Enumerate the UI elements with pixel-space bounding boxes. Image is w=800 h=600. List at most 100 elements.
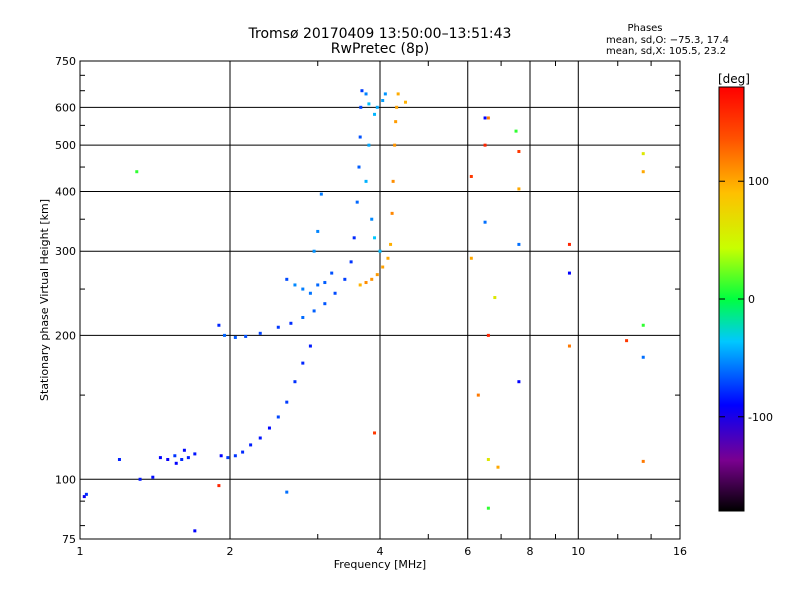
data-point (217, 484, 221, 488)
x-tick-label: 1 (77, 545, 84, 558)
y-tick-label: 100 (55, 473, 76, 486)
data-point (567, 344, 571, 348)
x-tick-label: 8 (527, 545, 534, 558)
chart-title: Tromsø 20170409 13:50:00–13:51:43 (248, 26, 512, 42)
x-tick-label: 2 (227, 545, 234, 558)
data-point (641, 355, 645, 359)
data-point (258, 436, 262, 440)
data-point (567, 271, 571, 275)
x-axis-label: Frequency [MHz] (334, 558, 426, 571)
data-point (358, 283, 362, 287)
data-point (174, 461, 178, 465)
data-point (82, 495, 86, 499)
data-point (403, 100, 407, 104)
data-point (316, 229, 320, 233)
data-point (367, 143, 371, 147)
data-point (483, 143, 487, 147)
data-point (486, 116, 490, 120)
data-points (82, 89, 645, 533)
y-tick-label: 600 (55, 101, 76, 114)
data-point (293, 283, 297, 287)
data-point (308, 291, 312, 295)
data-point (514, 129, 518, 133)
y-axis-label: Stationary phase Virtual Height [km] (38, 199, 51, 401)
data-point (285, 490, 289, 494)
data-point (486, 333, 490, 337)
data-point (285, 400, 289, 404)
data-point (391, 179, 395, 183)
data-point (219, 454, 223, 458)
data-point (641, 459, 645, 463)
data-point (217, 323, 221, 327)
data-point (359, 105, 363, 109)
colorbar-tick-label: 100 (748, 175, 769, 188)
data-point (381, 265, 385, 269)
x-tick-label: 10 (571, 545, 585, 558)
data-point (493, 296, 497, 300)
phases-o-stats: mean, sd,O: −75.3, 17.4 (606, 35, 729, 46)
data-point (158, 456, 162, 460)
data-point (308, 344, 312, 348)
y-tick-label: 500 (55, 139, 76, 152)
data-point (390, 211, 394, 215)
data-point (182, 448, 186, 452)
data-point (166, 457, 170, 461)
y-tick-label: 400 (55, 185, 76, 198)
data-point (364, 281, 368, 285)
data-point (517, 149, 521, 153)
data-point (483, 220, 487, 224)
phases-x-stats: mean, sd,X: 105.5, 23.2 (606, 46, 726, 57)
data-point (249, 443, 253, 447)
data-point (319, 192, 323, 196)
data-point (293, 380, 297, 384)
data-point (151, 475, 155, 479)
data-point (186, 456, 190, 460)
data-point (364, 92, 368, 96)
data-point (641, 152, 645, 156)
colorbar-tick-label: 0 (748, 293, 755, 306)
data-point (276, 325, 280, 329)
data-point (386, 256, 390, 260)
data-point (343, 277, 347, 281)
data-point (180, 457, 184, 461)
data-point (244, 334, 248, 338)
data-point (233, 335, 237, 339)
data-point (641, 323, 645, 327)
data-point (625, 339, 629, 343)
data-point (226, 456, 230, 460)
data-point (241, 450, 245, 454)
data-point (352, 236, 356, 240)
phases-header: Phases (627, 23, 662, 34)
data-point (381, 99, 385, 103)
data-point (567, 242, 571, 246)
chart-subtitle: RwPretec (8p) (331, 41, 429, 57)
data-point (517, 380, 521, 384)
data-point (233, 454, 237, 458)
data-point (330, 271, 334, 275)
data-point (476, 393, 480, 397)
data-point (138, 477, 142, 481)
data-point (375, 105, 379, 109)
data-point (117, 457, 121, 461)
data-point (395, 105, 399, 109)
colorbar-ticks: 100 0 -100 (719, 175, 773, 424)
data-point (301, 361, 305, 365)
data-point (316, 283, 320, 287)
data-point (396, 92, 400, 96)
data-point (483, 116, 487, 120)
data-point (370, 277, 374, 281)
grid-lines (80, 61, 680, 539)
colorbar-label: [deg] (718, 72, 750, 86)
data-point (312, 249, 316, 253)
data-point (357, 165, 361, 169)
data-point (312, 309, 316, 313)
data-point (333, 291, 337, 295)
x-tick-label: 6 (464, 545, 471, 558)
data-point (193, 529, 197, 533)
axis-ticks: 1 2 4 6 8 10 16 75 100 200 300 400 500 600 750 (55, 55, 687, 558)
data-point (223, 333, 227, 337)
data-point (469, 256, 473, 260)
y-tick-label: 200 (55, 329, 76, 342)
data-point (393, 143, 397, 147)
